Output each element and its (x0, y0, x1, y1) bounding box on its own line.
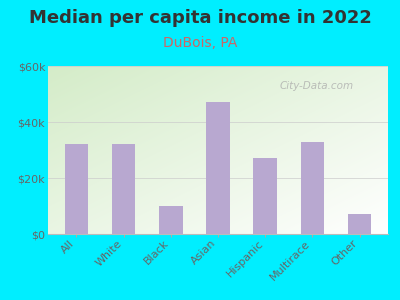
Text: DuBois, PA: DuBois, PA (163, 36, 237, 50)
Bar (112, 144, 135, 234)
Text: City-Data.com: City-Data.com (279, 81, 353, 91)
Text: Median per capita income in 2022: Median per capita income in 2022 (28, 9, 372, 27)
Bar (206, 102, 230, 234)
Bar (159, 206, 182, 234)
Bar (64, 144, 88, 234)
Bar (254, 158, 277, 234)
Bar (301, 142, 324, 234)
Bar (348, 214, 372, 234)
